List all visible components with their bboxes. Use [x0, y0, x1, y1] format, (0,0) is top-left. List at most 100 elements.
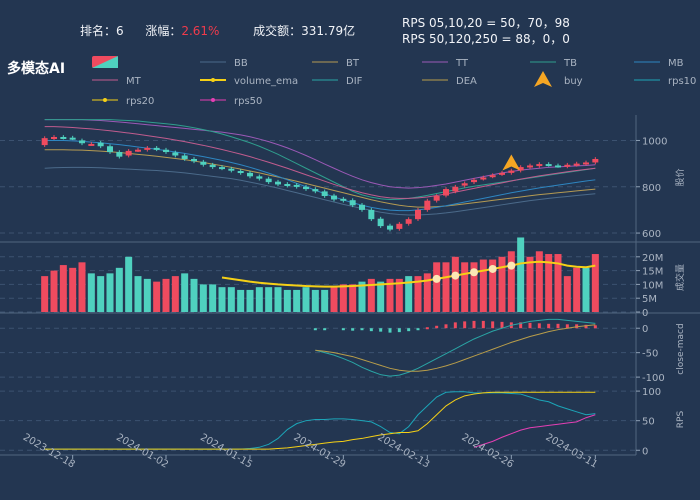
- volume-bar: [41, 276, 49, 312]
- volume-bar: [414, 276, 422, 312]
- legend-label: TT: [455, 58, 469, 69]
- candle: [555, 165, 561, 168]
- candle: [424, 200, 431, 210]
- volume-bar: [162, 278, 170, 312]
- macd-hist-bar: [556, 323, 560, 329]
- macd-hist-bar: [360, 328, 364, 331]
- candle: [163, 149, 169, 153]
- legend-candle-icon-down: [92, 56, 118, 68]
- candle: [368, 209, 375, 220]
- y-tick-label: 800: [642, 183, 661, 194]
- x-tick-label: 2024-02-13: [375, 432, 431, 471]
- candle: [573, 163, 580, 166]
- volume-bar: [545, 254, 553, 312]
- volume-bar: [386, 278, 394, 312]
- volume-bar: [87, 273, 95, 312]
- volume-bar: [106, 273, 114, 312]
- candle: [107, 146, 113, 153]
- candle: [237, 171, 244, 174]
- candle: [97, 142, 104, 147]
- y-axis-title: close-macd: [676, 323, 686, 374]
- rank-label: 排名：: [80, 24, 117, 38]
- candle: [489, 175, 496, 178]
- y-tick-label: 1000: [642, 136, 667, 147]
- volume-bar: [330, 287, 338, 312]
- y-tick-label: 600: [642, 229, 661, 240]
- volume-bar: [563, 276, 571, 312]
- macd-hist-bar: [593, 325, 597, 329]
- turnover-label: 成交额：: [253, 24, 302, 38]
- volume-bar: [125, 256, 133, 312]
- macd-hist-bar: [463, 321, 467, 329]
- volume-bar: [470, 262, 478, 312]
- candle: [321, 191, 328, 197]
- volume-bar: [517, 237, 525, 312]
- x-tick-label: 2024-03-11: [543, 432, 599, 471]
- candle: [443, 189, 449, 196]
- volume-bar: [358, 281, 366, 312]
- candle: [247, 172, 253, 177]
- macd-hist-bar: [481, 320, 485, 329]
- candle: [265, 178, 272, 183]
- candle: [116, 152, 123, 157]
- candle: [303, 186, 309, 190]
- volume-bar: [507, 251, 515, 312]
- rps-line-2: RPS 50,120,250 = 88，0，0: [402, 32, 570, 46]
- volume-bar: [218, 287, 226, 312]
- macd-hist-bar: [351, 328, 355, 331]
- legend-line-dot: [211, 78, 215, 82]
- legend-buy-icon: [534, 71, 552, 87]
- volume-bar: [134, 276, 142, 312]
- legend-item-rps50: rps50: [200, 96, 262, 107]
- candle: [125, 150, 132, 156]
- candle: [69, 137, 76, 140]
- legend-line-dot: [211, 98, 215, 102]
- volume-ema-point: [470, 268, 478, 277]
- legend-item-DIF: DIF: [312, 76, 363, 87]
- x-tick-label: 2024-01-02: [114, 432, 170, 471]
- candle: [256, 176, 263, 179]
- macd-dif-line: [315, 318, 596, 377]
- candle: [527, 165, 533, 168]
- macd-hist-bar: [313, 328, 317, 331]
- volume-bar: [367, 278, 375, 312]
- macd-hist-bar: [547, 323, 551, 329]
- candle: [275, 181, 281, 185]
- legend-item-buy: buy: [534, 71, 583, 87]
- rank-value: 6: [116, 24, 124, 38]
- volume-ema-point: [432, 274, 441, 283]
- macd-hist-bar: [491, 321, 495, 329]
- volume-bar: [69, 267, 77, 312]
- legend-label: rps20: [126, 96, 154, 107]
- macd-hist-bar: [584, 324, 588, 329]
- ma-line-MB: [44, 139, 596, 212]
- legend-item-rps20: rps20: [92, 96, 154, 107]
- volume-bar: [479, 259, 487, 312]
- candle: [41, 138, 48, 146]
- volume-bar: [339, 284, 347, 312]
- volume-bar: [246, 289, 254, 312]
- y-tick-label: -100: [642, 373, 665, 384]
- volume-bar: [395, 278, 403, 312]
- volume-bar: [209, 284, 217, 312]
- macd-hist-bar: [444, 324, 448, 329]
- candle: [340, 198, 347, 201]
- volume-ema-line: [221, 260, 596, 288]
- volume-ema-point: [507, 261, 516, 270]
- macd-hist-bar: [537, 323, 541, 329]
- legend-label: TB: [563, 58, 577, 69]
- volume-bar: [442, 262, 450, 312]
- legend-label: volume_ema: [234, 76, 298, 87]
- candle: [144, 147, 151, 150]
- y-tick-label: 0: [642, 324, 648, 335]
- candle: [359, 204, 365, 210]
- y-axis-title: RPS: [676, 411, 686, 429]
- volume-bar: [451, 256, 459, 312]
- legend-label: DEA: [456, 76, 477, 87]
- candle: [480, 177, 487, 180]
- volume-bar: [423, 273, 431, 312]
- candle: [219, 167, 225, 170]
- volume-bar: [265, 287, 273, 312]
- buy-marker: [502, 154, 521, 171]
